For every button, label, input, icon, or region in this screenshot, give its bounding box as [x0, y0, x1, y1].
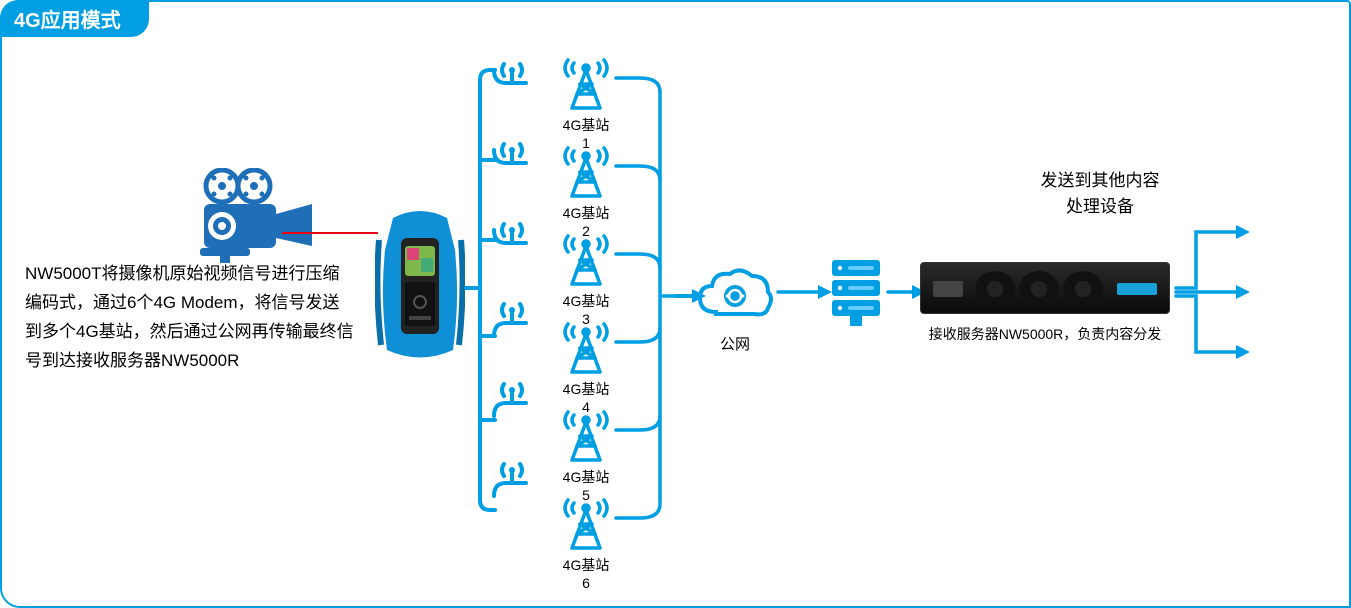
output-label: 发送到其他内容处理设备: [1040, 168, 1160, 219]
output-arrows: [0, 0, 1351, 608]
